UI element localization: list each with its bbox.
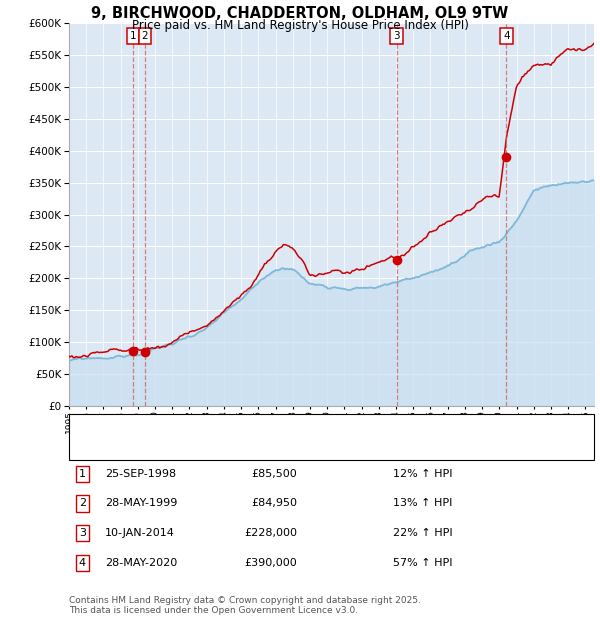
Text: £85,500: £85,500: [251, 469, 297, 479]
Text: 28-MAY-1999: 28-MAY-1999: [105, 498, 178, 508]
Text: 1: 1: [130, 32, 137, 42]
Text: 22% ↑ HPI: 22% ↑ HPI: [393, 528, 452, 538]
Text: ——: ——: [80, 420, 95, 433]
Text: 3: 3: [393, 32, 400, 42]
Text: 2: 2: [79, 498, 86, 508]
Text: £390,000: £390,000: [244, 558, 297, 568]
Text: 57% ↑ HPI: 57% ↑ HPI: [393, 558, 452, 568]
Text: ——: ——: [80, 443, 95, 456]
Text: Contains HM Land Registry data © Crown copyright and database right 2025.
This d: Contains HM Land Registry data © Crown c…: [69, 596, 421, 615]
Text: 13% ↑ HPI: 13% ↑ HPI: [393, 498, 452, 508]
Text: 12% ↑ HPI: 12% ↑ HPI: [393, 469, 452, 479]
Text: 28-MAY-2020: 28-MAY-2020: [105, 558, 177, 568]
Text: 2: 2: [142, 32, 148, 42]
Text: 9, BIRCHWOOD, CHADDERTON, OLDHAM, OL9 9TW: 9, BIRCHWOOD, CHADDERTON, OLDHAM, OL9 9T…: [91, 6, 509, 21]
Text: 10-JAN-2014: 10-JAN-2014: [105, 528, 175, 538]
Text: 9, BIRCHWOOD, CHADDERTON, OLDHAM, OL9 9TW (detached house): 9, BIRCHWOOD, CHADDERTON, OLDHAM, OL9 9T…: [113, 422, 473, 432]
Text: 3: 3: [79, 528, 86, 538]
Text: £84,950: £84,950: [251, 498, 297, 508]
Text: 1: 1: [79, 469, 86, 479]
Text: Price paid vs. HM Land Registry's House Price Index (HPI): Price paid vs. HM Land Registry's House …: [131, 19, 469, 32]
Text: £228,000: £228,000: [244, 528, 297, 538]
Text: 4: 4: [79, 558, 86, 568]
Text: 25-SEP-1998: 25-SEP-1998: [105, 469, 176, 479]
Text: HPI: Average price, detached house, Oldham: HPI: Average price, detached house, Oldh…: [113, 445, 347, 455]
Text: 4: 4: [503, 32, 509, 42]
